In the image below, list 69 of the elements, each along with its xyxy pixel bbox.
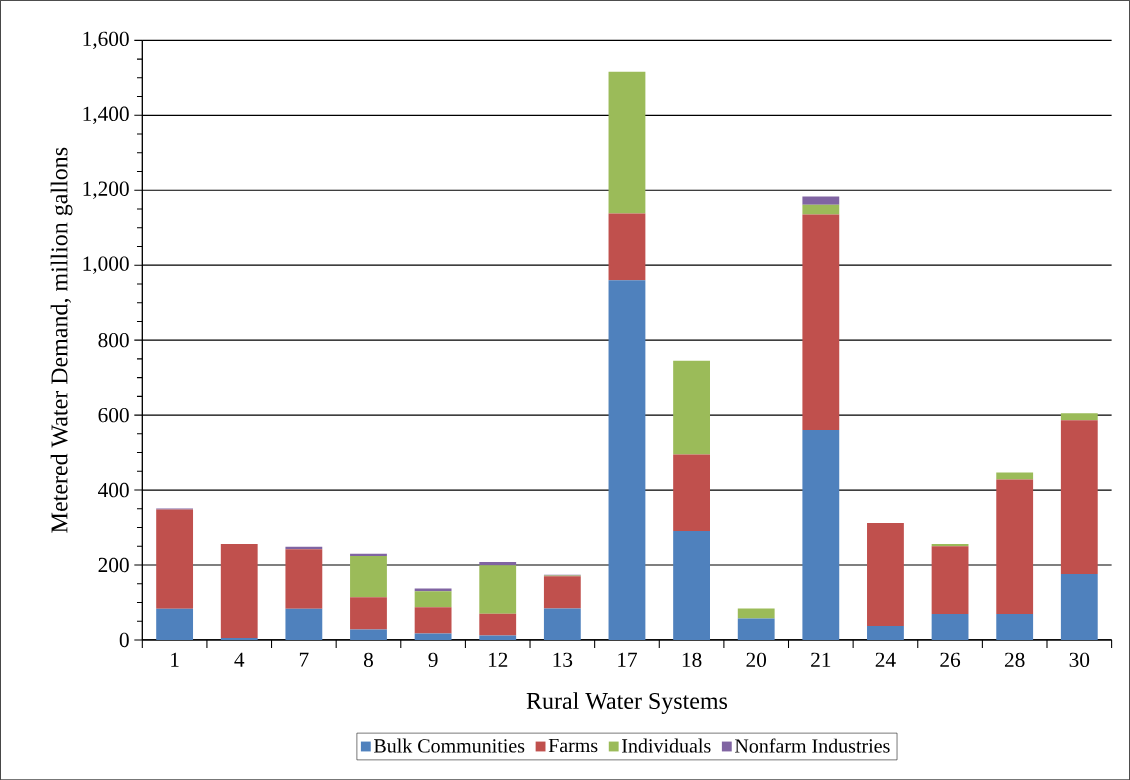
bar — [285, 549, 323, 609]
bar — [350, 629, 387, 640]
y-tick-label: 600 — [98, 407, 129, 423]
bar — [156, 608, 194, 640]
bar — [479, 635, 517, 640]
x-tick-label: 26 — [940, 652, 961, 667]
y-tick-label: 0 — [119, 632, 129, 648]
bar — [414, 591, 452, 608]
bar — [931, 546, 969, 614]
y-tick-label: 1,200 — [83, 181, 129, 199]
x-tick-label: 7 — [299, 652, 309, 667]
bar — [931, 613, 969, 640]
bar — [802, 429, 840, 640]
bar — [1060, 420, 1098, 574]
bar — [996, 479, 1034, 614]
x-tick-label: 28 — [1004, 652, 1025, 667]
y-tick-label: 1,000 — [83, 256, 129, 274]
bar — [802, 196, 840, 205]
x-axis-title: Rural Water Systems — [526, 692, 728, 714]
bar — [867, 625, 904, 640]
bar — [673, 454, 710, 531]
bar — [285, 608, 323, 640]
y-tick-label: 200 — [98, 557, 129, 573]
bar — [737, 618, 775, 640]
bar — [1060, 413, 1098, 421]
bar — [156, 509, 194, 609]
bar — [996, 472, 1034, 480]
legend-label: Individuals — [622, 738, 711, 753]
bar — [350, 555, 387, 598]
bar — [673, 530, 710, 640]
x-tick-label: 8 — [363, 652, 373, 667]
bar — [608, 280, 646, 640]
y-axis-title: Metered Water Demand, million gallons — [50, 147, 73, 533]
bar — [737, 608, 775, 619]
bar — [673, 360, 710, 455]
bar — [479, 613, 517, 636]
x-tick-label: 20 — [746, 652, 767, 667]
y-tick-label: 800 — [98, 332, 129, 348]
bar — [543, 608, 581, 640]
x-tick-label: 1 — [171, 652, 179, 667]
x-tick-label: 17 — [618, 652, 638, 667]
x-tick-label: 4 — [234, 652, 245, 667]
bar — [1060, 573, 1098, 640]
x-tick-label: 18 — [682, 652, 702, 667]
bar — [350, 597, 387, 630]
bar — [543, 576, 581, 609]
legend-label: Nonfarm Industries — [734, 738, 890, 753]
x-tick-label: 9 — [428, 652, 438, 667]
bar — [802, 204, 840, 215]
bar — [802, 214, 840, 430]
bar — [608, 213, 646, 281]
x-tick-label: 13 — [553, 652, 573, 667]
x-tick-label: 30 — [1069, 652, 1090, 667]
x-tick-label: 24 — [875, 652, 896, 667]
legend-label: Bulk Communities — [373, 738, 525, 753]
bar — [996, 613, 1034, 640]
bar — [867, 522, 904, 626]
x-tick-label: 21 — [811, 652, 831, 667]
bar — [479, 561, 517, 566]
legend-label: Farms — [548, 738, 598, 753]
bar — [220, 543, 258, 638]
bar — [414, 633, 452, 640]
y-tick-label: 1,600 — [83, 31, 129, 49]
y-tick-label: 1,400 — [83, 106, 129, 124]
x-tick-label: 12 — [488, 652, 508, 667]
bar — [608, 71, 646, 214]
bar — [414, 607, 452, 634]
y-tick-label: 400 — [98, 482, 129, 498]
bar — [479, 565, 517, 614]
